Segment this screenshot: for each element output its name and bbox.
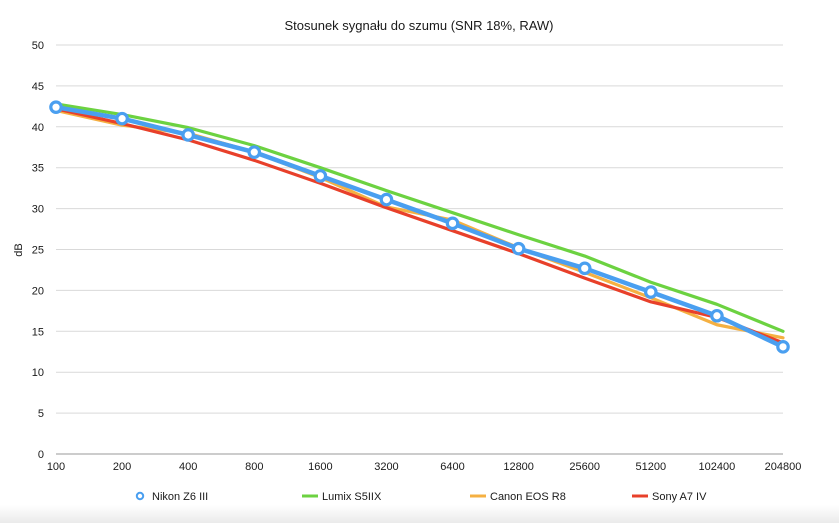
x-tick-label: 800 <box>245 461 263 473</box>
x-tick-label: 12800 <box>503 461 534 473</box>
y-tick-label: 0 <box>38 449 44 461</box>
x-tick-label: 6400 <box>440 461 464 473</box>
y-tick-label: 15 <box>32 326 44 338</box>
y-tick-label: 50 <box>32 40 44 52</box>
data-point <box>644 285 658 299</box>
legend-label: Lumix S5IIX <box>322 491 382 503</box>
y-tick-label: 5 <box>38 408 44 420</box>
series-line-sony-a7-iv <box>54 107 785 345</box>
x-tick-label: 100 <box>47 461 65 473</box>
x-tick-label: 51200 <box>636 461 667 473</box>
data-point <box>776 340 790 354</box>
y-tick-label: 20 <box>32 285 44 297</box>
data-point <box>181 128 195 142</box>
legend-label: Canon EOS R8 <box>490 491 566 503</box>
data-point <box>313 169 328 183</box>
data-point <box>379 192 394 207</box>
x-tick-label: 3200 <box>374 461 398 473</box>
data-point <box>577 261 592 276</box>
series-line-lumix-s5iix <box>54 102 785 333</box>
legend: Nikon Z6 III Lumix S5IIX Canon EOS R8 Sony … <box>135 491 707 503</box>
x-tick-label: 1600 <box>308 461 332 473</box>
y-tick-label: 40 <box>32 122 44 134</box>
y-tick-label: 25 <box>32 245 44 257</box>
data-point <box>445 216 460 231</box>
data-point <box>247 145 262 159</box>
x-tick-labels: 100 200 400 800 1600 3200 6400 12800 25600 51200 1… <box>47 461 802 473</box>
legend-label: Nikon Z6 III <box>152 491 208 503</box>
y-tick-label: 35 <box>32 163 44 175</box>
data-point <box>115 111 129 126</box>
chart-title: Stosunek sygnału do szumu (SNR 18%, RAW) <box>284 18 553 33</box>
y-tick-label: 10 <box>32 367 44 379</box>
legend-label: Sony A7 IV <box>652 491 707 503</box>
x-tick-label: 25600 <box>569 461 600 473</box>
legend-marker <box>135 491 145 501</box>
series-line-nikon-z6-iii <box>53 104 786 350</box>
x-tick-label: 102400 <box>699 461 736 473</box>
y-tick-labels: 0 5 10 15 20 25 30 35 40 45 50 <box>32 40 44 461</box>
series-lines <box>49 100 790 354</box>
x-tick-label: 200 <box>113 461 131 473</box>
gridlines <box>56 44 783 455</box>
y-tick-label: 30 <box>32 204 44 216</box>
data-point <box>710 308 724 323</box>
data-point <box>511 241 526 256</box>
x-tick-label: 204800 <box>765 461 802 473</box>
y-tick-label: 45 <box>32 81 44 93</box>
y-axis-label: dB <box>13 243 25 256</box>
x-tick-label: 400 <box>179 461 197 473</box>
bottom-shadow <box>0 505 839 523</box>
data-point <box>49 100 63 114</box>
series-line-canon-eos-r8 <box>54 108 785 340</box>
